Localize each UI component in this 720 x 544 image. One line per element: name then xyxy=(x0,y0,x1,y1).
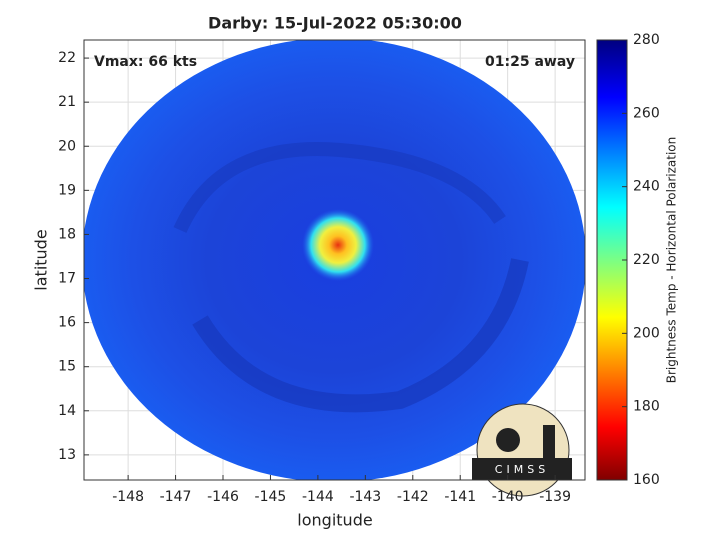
x-tick-label: -143 xyxy=(349,489,381,505)
y-tick-label: 21 xyxy=(58,94,76,110)
y-tick-label: 16 xyxy=(58,315,76,331)
annotation: 01:25 away xyxy=(485,54,575,70)
logo-dish xyxy=(496,428,520,452)
rain-band xyxy=(173,142,506,233)
y-tick-label: 15 xyxy=(58,359,76,375)
x-tick-label: -145 xyxy=(255,489,287,505)
colorbar-tick-label: 240 xyxy=(633,179,660,195)
x-tick-label: -146 xyxy=(207,489,239,505)
y-tick-label: 20 xyxy=(58,138,76,154)
colorbar-tick-label: 280 xyxy=(633,32,660,48)
x-tick-label: -142 xyxy=(397,489,429,505)
colorbar-tick-label: 220 xyxy=(633,252,660,268)
chart-title: Darby: 15-Jul-2022 05:30:00 xyxy=(208,14,462,33)
eye-wall xyxy=(302,209,374,281)
y-tick-label: 18 xyxy=(58,226,76,242)
y-tick-label: 19 xyxy=(58,182,76,198)
y-tick-label: 13 xyxy=(58,447,76,463)
x-tick-label: -140 xyxy=(492,489,524,505)
colorbar-tick-label: 260 xyxy=(633,105,660,121)
annotation: Vmax: 66 kts xyxy=(94,54,197,70)
colorbar-label: Brightness Temp - Horizontal Polarizatio… xyxy=(665,137,679,384)
colorbar-tick-label: 200 xyxy=(633,325,660,341)
x-tick-label: -139 xyxy=(539,489,571,505)
colorbar-tick-label: 180 xyxy=(633,399,660,415)
x-tick-label: -147 xyxy=(160,489,192,505)
rain-band xyxy=(192,258,529,413)
logo-bar xyxy=(472,458,572,480)
satellite-image xyxy=(84,40,585,480)
logo-badge xyxy=(476,403,570,497)
x-tick-label: -144 xyxy=(302,489,334,505)
plot-frame xyxy=(83,39,586,481)
logo-tower xyxy=(543,425,555,458)
x-tick-label: -141 xyxy=(444,489,476,505)
y-tick-label: 22 xyxy=(58,50,76,66)
colorbar-tick-label: 160 xyxy=(633,472,660,488)
y-tick-label: 14 xyxy=(58,403,76,419)
logo: CIMSS xyxy=(472,403,572,497)
y-tick-label: 17 xyxy=(58,271,76,287)
logo-text: CIMSS xyxy=(495,463,549,476)
x-axis-label: longitude xyxy=(297,511,372,530)
y-axis-label: latitude xyxy=(32,229,51,290)
x-tick-label: -148 xyxy=(112,489,144,505)
